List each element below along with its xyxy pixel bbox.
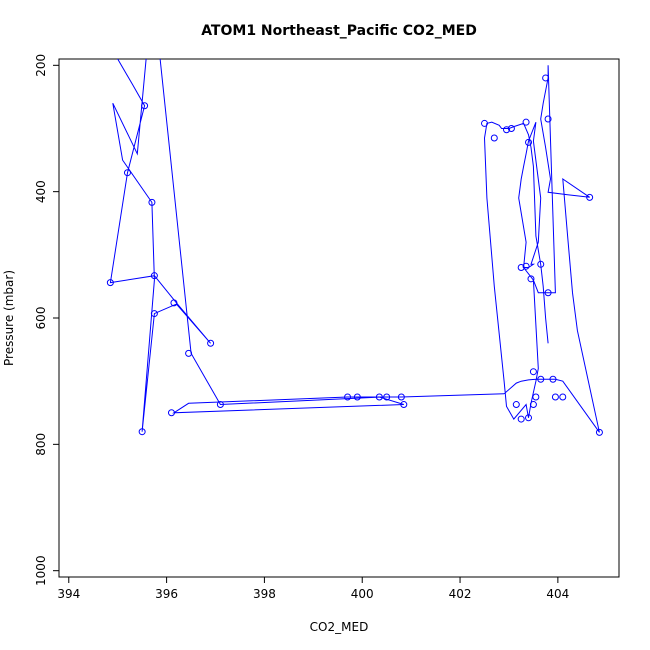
- data-point: [170, 299, 178, 307]
- data-point: [525, 414, 533, 422]
- data-point: [123, 169, 131, 177]
- series-line-2: [483, 65, 600, 433]
- data-point: [529, 401, 537, 409]
- data-point: [532, 393, 540, 401]
- data-point: [141, 102, 149, 110]
- data-point: [344, 393, 352, 401]
- data-point: [527, 275, 535, 283]
- data-point: [207, 339, 215, 347]
- data-point: [542, 74, 550, 82]
- y-tick-label: 200: [34, 54, 48, 77]
- data-point: [481, 119, 489, 127]
- data-point: [549, 375, 557, 383]
- x-tick-label: 404: [546, 587, 569, 601]
- data-point: [503, 126, 511, 134]
- y-axis-label: Pressure (mbar): [2, 270, 16, 366]
- data-point: [216, 401, 224, 409]
- data-point: [517, 263, 525, 271]
- data-point: [544, 289, 552, 297]
- y-tick-label: 400: [34, 180, 48, 203]
- data-point: [507, 124, 515, 132]
- data-point: [353, 393, 361, 401]
- data-point: [383, 393, 391, 401]
- x-tick-label: 400: [351, 587, 374, 601]
- data-point: [529, 368, 537, 376]
- y-tick-label: 1000: [34, 555, 48, 586]
- y-tick-label: 600: [34, 307, 48, 330]
- chart-title: ATOM1 Northeast_Pacific CO2_MED: [201, 23, 477, 39]
- data-point: [586, 193, 594, 201]
- data-point: [106, 279, 114, 287]
- x-tick-label: 396: [155, 587, 178, 601]
- data-point: [375, 393, 383, 401]
- data-point: [595, 428, 603, 436]
- y-tick-label: 800: [34, 433, 48, 456]
- x-tick-label: 394: [57, 587, 80, 601]
- x-axis: 394 396 398 400 402 404: [57, 577, 569, 601]
- data-point: [559, 393, 567, 401]
- data-point: [397, 393, 405, 401]
- data-point: [185, 349, 193, 357]
- data-point: [167, 409, 175, 417]
- x-tick-label: 398: [253, 587, 276, 601]
- series-line-1: [109, 59, 505, 432]
- data-point: [517, 415, 525, 423]
- x-tick-label: 402: [449, 587, 472, 601]
- data-point: [522, 118, 530, 126]
- data-point: [537, 375, 545, 383]
- data-point: [537, 260, 545, 268]
- data-point: [150, 310, 158, 318]
- y-axis: 200 400 600 800 1000: [34, 54, 59, 586]
- data-point: [400, 401, 408, 409]
- data-point: [138, 428, 146, 436]
- data-point: [525, 138, 533, 146]
- data-point: [544, 115, 552, 123]
- data-point: [148, 198, 156, 206]
- data-point: [551, 393, 559, 401]
- data-point: [150, 272, 158, 280]
- data-point: [522, 262, 530, 270]
- plot-area: [106, 59, 603, 436]
- x-axis-label: CO2_MED: [310, 620, 369, 634]
- data-point: [490, 134, 498, 142]
- data-point: [512, 401, 520, 409]
- plot-frame: [58, 58, 620, 578]
